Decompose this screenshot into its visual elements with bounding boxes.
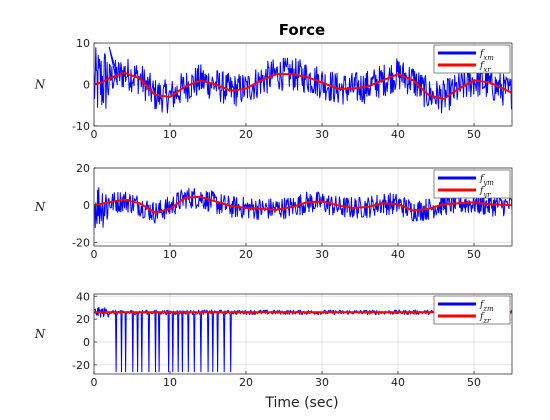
- x-tick-label: 30: [315, 128, 329, 141]
- x-tick-label: 50: [467, 128, 481, 141]
- legend-label: fyr: [479, 186, 491, 199]
- x-tick-label: 20: [239, 128, 253, 141]
- legend-label: fxr: [479, 61, 491, 74]
- x-tick-label: 40: [391, 248, 405, 261]
- series-line-f-yr: [94, 195, 512, 214]
- y-tick-label: -20: [72, 236, 90, 249]
- y-tick-label: -20: [72, 359, 90, 372]
- y-axis-label: N: [34, 327, 46, 341]
- chart-title: Force: [279, 21, 325, 39]
- x-tick-label: 10: [163, 376, 177, 389]
- x-tick-label: 50: [467, 376, 481, 389]
- x-tick-label: 40: [391, 376, 405, 389]
- axes-frame: [93, 167, 513, 247]
- x-tick-label: 50: [467, 248, 481, 261]
- y-tick-label: 0: [83, 336, 90, 349]
- x-tick-label: 0: [91, 128, 98, 141]
- y-axis-label: N: [34, 78, 46, 92]
- axes-frame: [93, 293, 513, 375]
- legend-label: fzm: [479, 300, 494, 313]
- x-tick-label: 10: [163, 128, 177, 141]
- y-tick-label: 20: [76, 313, 90, 326]
- x-tick-label: 40: [391, 128, 405, 141]
- x-tick-label: 20: [239, 376, 253, 389]
- x-tick-label: 0: [91, 376, 98, 389]
- y-tick-label: 20: [76, 162, 90, 175]
- x-axis-label: Time (sec): [264, 395, 338, 411]
- x-tick-label: 10: [163, 248, 177, 261]
- y-tick-label: 10: [76, 37, 90, 50]
- legend-label: fym: [479, 174, 494, 187]
- x-tick-label: 30: [315, 376, 329, 389]
- y-tick-label: -10: [72, 120, 90, 133]
- legend-label: fxm: [479, 49, 494, 62]
- series-line-f-xr: [94, 71, 512, 100]
- x-tick-label: 30: [315, 248, 329, 261]
- y-tick-label: 0: [83, 199, 90, 212]
- y-tick-label: 0: [83, 79, 90, 92]
- legend-label: fzr: [479, 312, 491, 325]
- x-tick-label: 20: [239, 248, 253, 261]
- x-tick-label: 0: [91, 248, 98, 261]
- y-tick-label: 40: [76, 290, 90, 303]
- y-axis-label: N: [34, 200, 46, 214]
